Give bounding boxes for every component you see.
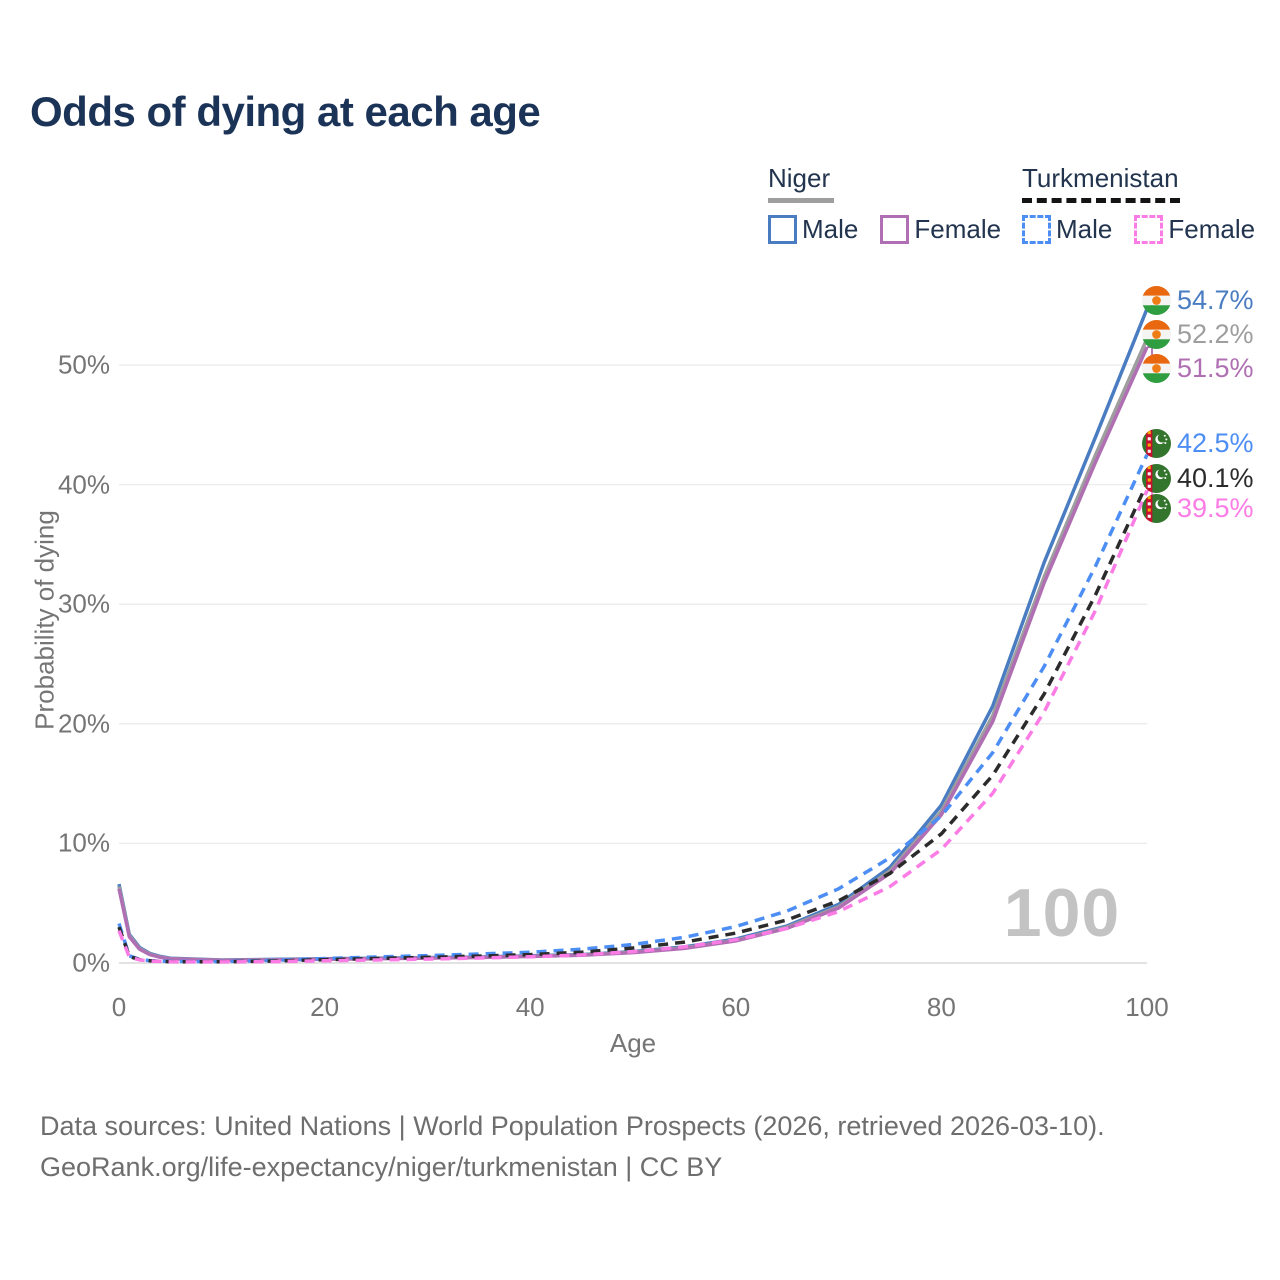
y-tick-20: 20%: [57, 708, 110, 739]
niger-flag-icon: [1142, 353, 1171, 383]
data-sources-line: Data sources: United Nations | World Pop…: [40, 1111, 1105, 1141]
end-value: 51.5%: [1177, 352, 1254, 383]
end-label-niger-male: 54.7%: [1142, 283, 1254, 317]
turkmenistan-combined-line: [117, 482, 1149, 964]
turkmenistan-flag-icon: [1142, 463, 1171, 493]
turkmenistan-flag-icon: [1142, 428, 1171, 458]
footer: Data sources: United Nations | World Pop…: [40, 1106, 1105, 1188]
y-tick-30: 30%: [57, 588, 110, 619]
chart-title: Odds of dying at each age: [30, 88, 541, 135]
x-tick-0: 0: [111, 992, 127, 1022]
end-value: 40.1%: [1177, 462, 1254, 493]
end-label-niger-combined: 52.2%: [1142, 317, 1254, 351]
end-label-niger-female: 51.5%: [1142, 351, 1254, 385]
x-tick-60: 60: [721, 992, 751, 1022]
end-value: 54.7%: [1177, 284, 1254, 315]
legend-turkmenistan-male-label: Male: [1056, 214, 1113, 244]
x-tick-100: 100: [1125, 992, 1169, 1022]
legend-niger-label: Niger: [768, 163, 831, 193]
legend-turkmenistan: Turkmenistan Male Female: [1022, 163, 1255, 245]
y-tick-50: 50%: [57, 349, 110, 380]
legend-turkmenistan-label: Turkmenistan: [1022, 163, 1179, 193]
age-watermark: 100: [1003, 875, 1121, 951]
niger-male-line: [117, 308, 1149, 962]
end-label-turkmenistan-female: 39.5%: [1142, 491, 1254, 525]
end-value: 52.2%: [1177, 318, 1254, 349]
legend-niger-male-swatch: [768, 215, 797, 244]
y-tick-10: 10%: [57, 827, 110, 858]
y-tick-40: 40%: [57, 469, 110, 500]
end-value: 42.5%: [1177, 427, 1254, 458]
legend-niger-female-swatch: [880, 215, 910, 244]
x-axis-title: Age: [609, 1028, 657, 1058]
niger-flag-icon: [1142, 319, 1171, 349]
legend-niger-male-label: Male: [802, 214, 859, 244]
niger-flag-icon: [1142, 285, 1171, 315]
legend-niger-female-label: Female: [914, 214, 1002, 244]
attribution-line: GeoRank.org/life-expectancy/niger/turkme…: [40, 1152, 723, 1182]
legend-turkmenistan-male-swatch: [1022, 215, 1051, 244]
x-tick-20: 20: [310, 992, 340, 1022]
end-label-turkmenistan-combined: 40.1%: [1142, 461, 1254, 495]
legend-niger-line-swatch: [768, 198, 834, 203]
y-axis-title: Probability of dying: [29, 510, 60, 730]
niger-combined-line: [117, 337, 1149, 962]
end-label-turkmenistan-male: 42.5%: [1142, 426, 1254, 460]
legend-niger: Niger Male Female: [768, 163, 1001, 245]
x-tick-80: 80: [926, 992, 956, 1022]
turkmenistan-female-line: [117, 489, 1149, 964]
x-tick-40: 40: [515, 992, 545, 1022]
legend-turkmenistan-female-label: Female: [1168, 214, 1256, 244]
y-tick-0: 0%: [72, 947, 110, 978]
legend-turkmenistan-female-swatch: [1134, 215, 1164, 244]
turkmenistan-flag-icon: [1142, 493, 1171, 523]
legend-turkmenistan-line-swatch: [1022, 198, 1180, 203]
niger-female-line: [117, 346, 1149, 963]
end-value: 39.5%: [1177, 492, 1254, 523]
